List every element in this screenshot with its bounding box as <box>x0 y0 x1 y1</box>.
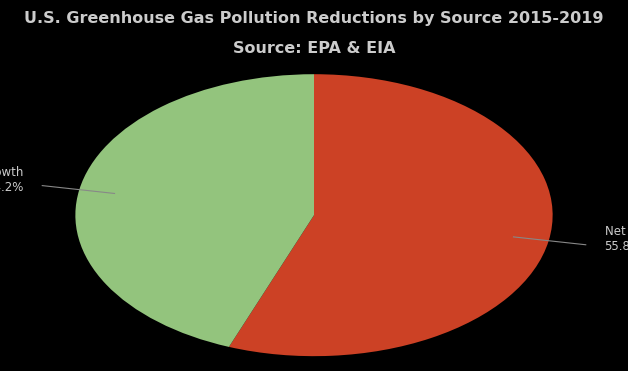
Text: Net Coal-to-Gas Fuel Switching: Net Coal-to-Gas Fuel Switching <box>605 225 628 238</box>
Text: Source: EPA & EIA: Source: EPA & EIA <box>233 41 395 56</box>
Wedge shape <box>75 74 314 347</box>
Text: 55.8%: 55.8% <box>605 240 628 253</box>
Text: 44.2%: 44.2% <box>0 181 23 194</box>
Text: Renewable Energy Growth: Renewable Energy Growth <box>0 166 23 179</box>
Text: U.S. Greenhouse Gas Pollution Reductions by Source 2015-2019: U.S. Greenhouse Gas Pollution Reductions… <box>24 11 604 26</box>
Wedge shape <box>229 74 553 356</box>
